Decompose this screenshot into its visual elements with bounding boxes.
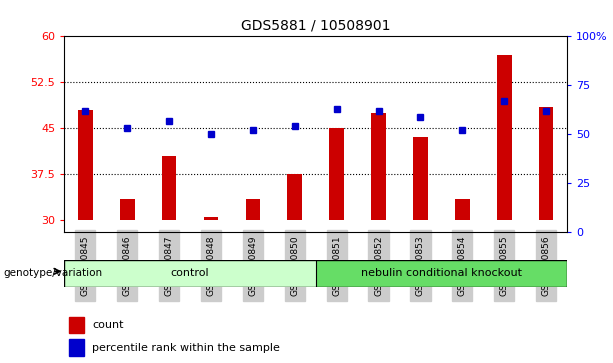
Bar <box>371 113 386 220</box>
Bar <box>539 107 554 220</box>
Text: percentile rank within the sample: percentile rank within the sample <box>92 343 280 352</box>
Bar <box>69 317 85 333</box>
Text: count: count <box>92 321 123 330</box>
Bar <box>329 128 344 220</box>
Bar <box>64 260 316 287</box>
Text: nebulin conditional knockout: nebulin conditional knockout <box>361 268 522 278</box>
Bar <box>69 339 85 356</box>
Bar <box>413 137 428 220</box>
Bar <box>120 199 134 220</box>
Bar <box>204 217 218 220</box>
Text: genotype/variation: genotype/variation <box>3 268 102 278</box>
Bar <box>246 199 260 220</box>
Bar <box>497 55 511 220</box>
Bar <box>162 156 177 220</box>
Text: control: control <box>170 268 210 278</box>
Bar <box>78 110 93 220</box>
Bar <box>455 199 470 220</box>
Bar <box>316 260 567 287</box>
Bar <box>287 174 302 220</box>
Title: GDS5881 / 10508901: GDS5881 / 10508901 <box>241 19 390 32</box>
